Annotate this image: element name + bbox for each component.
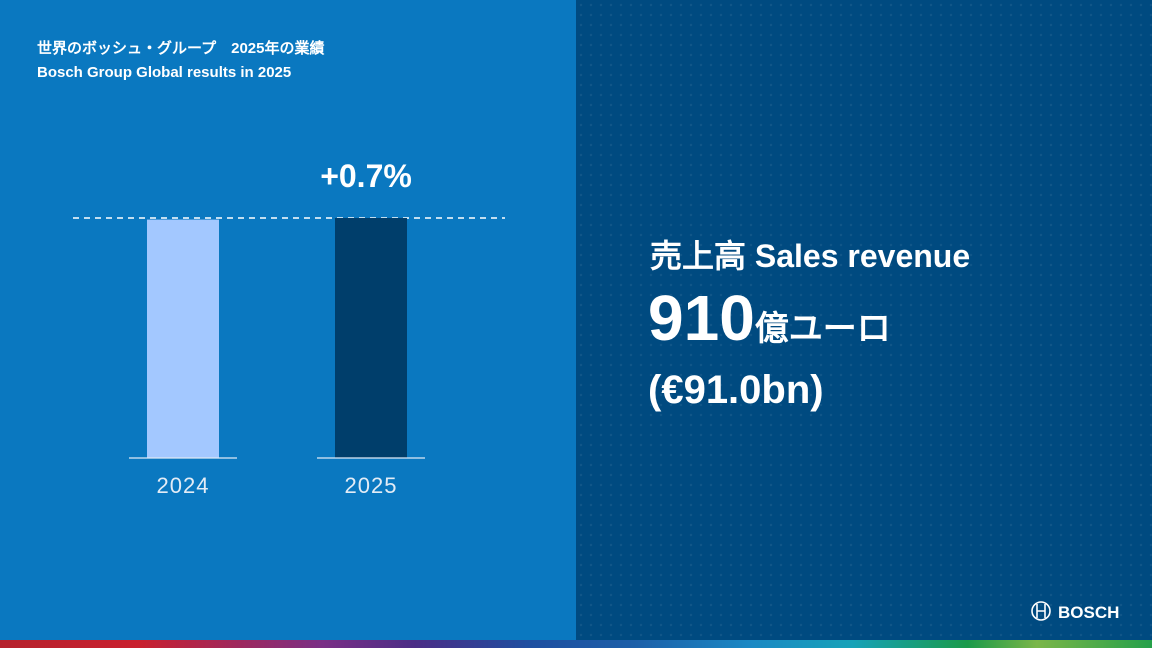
brand-name: BOSCH: [1058, 603, 1119, 622]
left-panel: [0, 0, 576, 640]
bar: [147, 219, 219, 458]
brand-logo: BOSCH: [1031, 601, 1119, 622]
x-tick-label: 2025: [345, 473, 398, 498]
key-figure-alt: (€91.0bn): [648, 368, 824, 412]
color-strip: [0, 640, 1152, 648]
right-panel: [576, 0, 1152, 640]
x-tick-label: 2024: [157, 473, 210, 498]
logo-armature: [1036, 604, 1046, 618]
change-annotation: +0.7%: [320, 158, 412, 194]
headline: 売上高 Sales revenue: [650, 238, 970, 274]
chart-subtitle: Bosch Group Global results in 2025: [37, 64, 291, 81]
key-figure-unit: 億ユーロ: [755, 310, 891, 348]
key-figure-number: 910: [648, 282, 755, 354]
logo-circle: [1031, 601, 1051, 621]
chart-title: 世界のボッシュ・グループ 2025年の業績: [37, 39, 324, 57]
bar: [335, 218, 407, 458]
key-figure: 910億ユーロ: [648, 282, 891, 354]
